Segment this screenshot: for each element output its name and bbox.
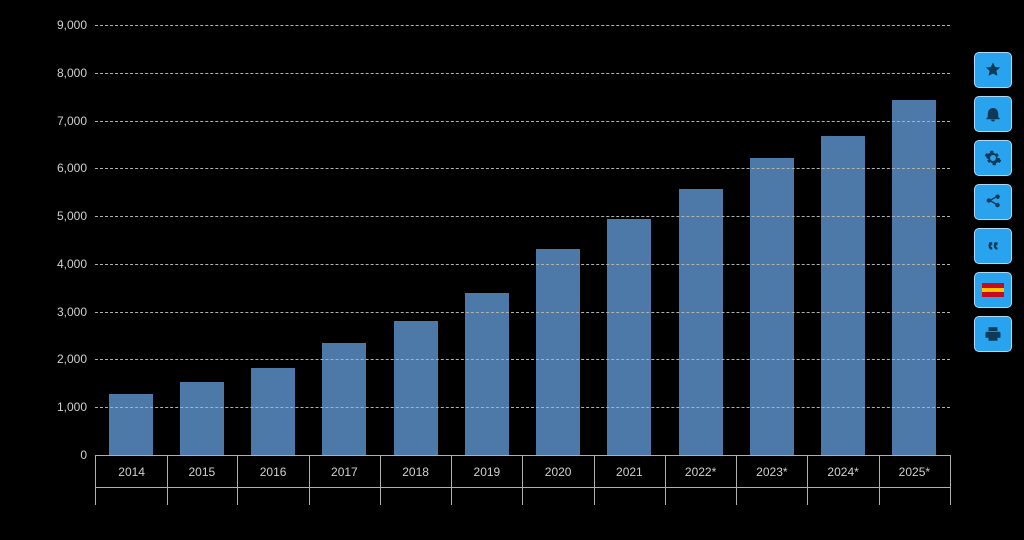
y-tick-label: 0 <box>80 448 95 462</box>
bar <box>394 321 438 455</box>
plot-area: 01,0002,0003,0004,0005,0006,0007,0008,00… <box>95 25 950 455</box>
print-icon[interactable] <box>974 316 1012 352</box>
x-cell: 2019 <box>451 455 523 505</box>
x-cell: 2022* <box>665 455 737 505</box>
y-tick-label: 2,000 <box>57 352 95 366</box>
bar-chart: 0 1,000 2,000 3,000 4,000 5,000 6,000 7,000 8,00… <box>40 25 950 505</box>
bar <box>750 158 794 455</box>
x-cell: 2025* <box>879 455 951 505</box>
x-cell: 2020 <box>523 455 595 505</box>
quote-icon[interactable] <box>974 228 1012 264</box>
x-tick-label: 2015 <box>166 465 237 479</box>
bar <box>892 100 936 455</box>
quote-icon-svg <box>984 237 1002 255</box>
star-icon-svg <box>984 61 1002 79</box>
gridline <box>95 73 950 74</box>
bar <box>180 382 224 455</box>
x-tick-label: 2020 <box>523 465 594 479</box>
y-tick-label: 6,000 <box>57 161 95 175</box>
share-icon[interactable] <box>974 184 1012 220</box>
gridline <box>95 216 950 217</box>
chart-toolbar <box>974 52 1012 352</box>
x-tick-label: 2014 <box>96 465 167 479</box>
share-icon-svg <box>984 193 1002 211</box>
y-tick-label: 5,000 <box>57 209 95 223</box>
bar <box>109 394 153 455</box>
x-cell: 2021 <box>594 455 666 505</box>
flag-icon[interactable] <box>974 272 1012 308</box>
x-cell: 2016 <box>237 455 309 505</box>
gridline <box>95 25 950 26</box>
x-cell: 2024* <box>808 455 880 505</box>
x-tick-label: 2022* <box>665 465 736 479</box>
x-cell: 2015 <box>166 455 238 505</box>
y-tick-label: 1,000 <box>57 400 95 414</box>
x-cell: 2023* <box>736 455 808 505</box>
y-tick-label: 4,000 <box>57 257 95 271</box>
gridline <box>95 407 950 408</box>
x-cell: 2018 <box>380 455 452 505</box>
x-cell: 2017 <box>309 455 381 505</box>
bars-container <box>95 25 950 455</box>
x-tick-label: 2023* <box>736 465 807 479</box>
x-cell: 2014 <box>95 455 168 505</box>
gridline <box>95 168 950 169</box>
x-axis-bottom-line <box>95 487 950 488</box>
gridline <box>95 312 950 313</box>
bell-icon-svg <box>984 105 1002 123</box>
y-tick-label: 3,000 <box>57 305 95 319</box>
print-icon-svg <box>984 325 1002 343</box>
spain-flag-icon <box>982 283 1004 297</box>
x-tick-label: 2017 <box>309 465 380 479</box>
x-tick-label: 2019 <box>451 465 522 479</box>
bar <box>465 293 509 455</box>
gear-icon[interactable] <box>974 140 1012 176</box>
gridline <box>95 359 950 360</box>
gridline <box>95 264 950 265</box>
y-tick-label: 9,000 <box>57 18 95 32</box>
x-tick-label: 2021 <box>594 465 665 479</box>
x-tick-label: 2016 <box>237 465 308 479</box>
x-tick-label: 2024* <box>808 465 879 479</box>
x-axis: 201420152016201720182019202020212022*202… <box>95 455 950 505</box>
y-tick-label: 7,000 <box>57 114 95 128</box>
star-icon[interactable] <box>974 52 1012 88</box>
bar <box>679 189 723 455</box>
bell-icon[interactable] <box>974 96 1012 132</box>
bar <box>251 368 295 455</box>
gridline <box>95 121 950 122</box>
gear-icon-svg <box>984 149 1002 167</box>
bar <box>607 219 651 456</box>
bar <box>536 249 580 455</box>
y-tick-label: 8,000 <box>57 66 95 80</box>
x-tick-label: 2025* <box>879 465 950 479</box>
x-tick-label: 2018 <box>380 465 451 479</box>
